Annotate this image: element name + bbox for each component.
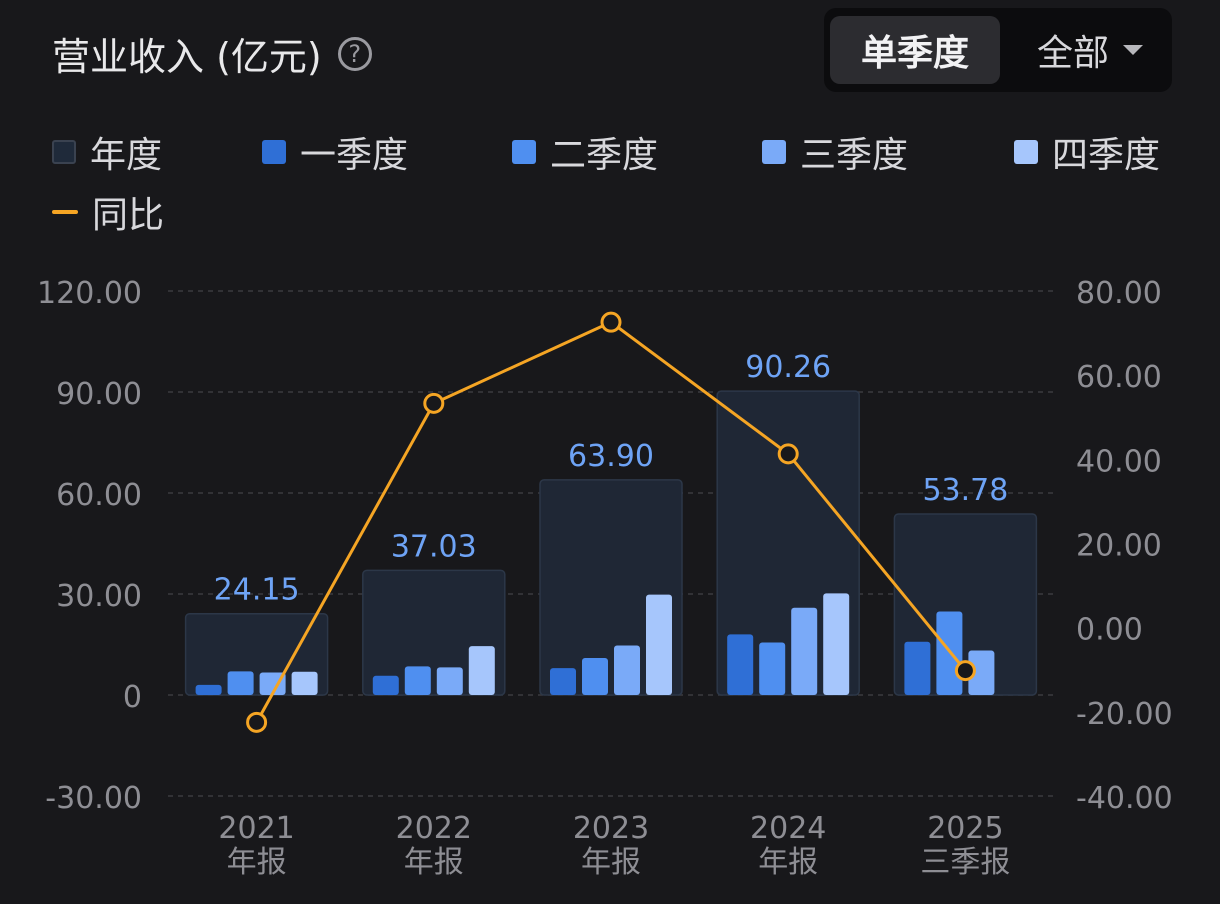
x-tick-label-period: 三季报 <box>920 845 1010 880</box>
x-tick-label-period: 年报 <box>227 845 287 880</box>
annual-value-label: 90.26 <box>745 350 831 385</box>
y-right-tick-label: 40.00 <box>1076 444 1162 479</box>
y-left-tick-label: 120.00 <box>37 276 142 311</box>
quarter-bar <box>646 594 672 695</box>
legend-q3[interactable]: 三季度 <box>762 126 908 178</box>
legend-swatch-q4 <box>1014 140 1038 164</box>
period-toggle: 单季度 全部 <box>824 8 1172 92</box>
x-tick-label-period: 年报 <box>404 845 464 880</box>
x-tick-label-year: 2023 <box>573 811 649 846</box>
yoy-point <box>423 392 445 414</box>
quarter-bar <box>791 607 818 695</box>
annual-value-label: 37.03 <box>391 529 477 564</box>
single-quarter-tab[interactable]: 单季度 <box>830 16 1000 84</box>
legend-swatch-yoy <box>52 210 78 214</box>
legend-swatch-q1 <box>262 140 286 164</box>
y-right-tick-label: -40.00 <box>1076 781 1173 816</box>
range-dropdown[interactable]: 全部 <box>1020 16 1160 84</box>
y-left-tick-label: 0 <box>123 680 142 715</box>
quarter-bar <box>550 668 576 695</box>
x-tick-label-year: 2022 <box>396 811 472 846</box>
chart-title: 营业收入 (亿元) ? <box>52 26 372 81</box>
quarter-bar <box>904 641 931 695</box>
legend-q2[interactable]: 二季度 <box>512 126 658 178</box>
legend-label-annual: 年度 <box>90 135 163 176</box>
legend-label-q3: 三季度 <box>800 135 909 176</box>
y-right-tick-label: -20.00 <box>1076 697 1173 732</box>
yoy-point <box>777 443 799 465</box>
quarter-bar <box>468 646 495 695</box>
x-tick-label-year: 2024 <box>750 811 826 846</box>
legend-swatch-q3 <box>762 140 786 164</box>
annual-value-label: 63.90 <box>568 439 654 474</box>
yoy-point <box>246 711 268 733</box>
range-dropdown-label: 全部 <box>1036 33 1109 74</box>
quarter-bar <box>582 657 608 695</box>
quarter-bar <box>614 645 640 695</box>
quarter-bar <box>759 642 786 695</box>
quarter-bar <box>968 650 995 695</box>
quarter-bar <box>372 675 399 695</box>
legend-label-yoy: 同比 <box>92 195 165 236</box>
annual-value-label: 24.15 <box>214 573 300 608</box>
legend-yoy[interactable]: 同比 <box>52 186 164 238</box>
quarter-bar <box>436 667 463 695</box>
quarter-bar <box>227 671 254 695</box>
legend-label-q1: 一季度 <box>300 135 409 176</box>
y-right-tick-label: 80.00 <box>1076 276 1162 311</box>
legend-label-q2: 二季度 <box>550 135 659 176</box>
y-left-tick-label: 60.00 <box>56 478 142 513</box>
legend-annual[interactable]: 年度 <box>52 126 162 178</box>
y-left-tick-label: 90.00 <box>56 377 142 412</box>
x-tick-label-year: 2021 <box>218 811 294 846</box>
legend-label-q4: 四季度 <box>1052 135 1161 176</box>
chevron-down-icon <box>1123 45 1143 55</box>
annual-value-label: 53.78 <box>922 473 1008 508</box>
y-left-tick-label: 30.00 <box>56 579 142 614</box>
quarter-bar <box>195 684 222 695</box>
y-right-tick-label: 60.00 <box>1076 360 1162 395</box>
x-tick-label-year: 2025 <box>927 811 1003 846</box>
yoy-point <box>600 311 622 333</box>
legend-q1[interactable]: 一季度 <box>262 126 408 178</box>
y-right-tick-label: 20.00 <box>1076 529 1162 564</box>
quarter-bar <box>291 671 318 695</box>
y-left-tick-label: -30.00 <box>45 781 142 816</box>
quarter-bar <box>823 593 850 695</box>
legend-q4[interactable]: 四季度 <box>1014 126 1160 178</box>
y-right-tick-label: 0.00 <box>1076 613 1143 648</box>
quarter-bar <box>404 666 431 695</box>
quarter-bar <box>259 672 286 695</box>
x-tick-label-period: 年报 <box>581 845 641 880</box>
help-icon[interactable]: ? <box>337 36 372 71</box>
title-text: 营业收入 (亿元) <box>52 35 322 79</box>
quarter-bar <box>727 634 754 695</box>
x-tick-label-period: 年报 <box>758 845 818 880</box>
yoy-point <box>954 660 976 682</box>
legend-swatch-annual <box>52 140 76 164</box>
legend-swatch-q2 <box>512 140 536 164</box>
